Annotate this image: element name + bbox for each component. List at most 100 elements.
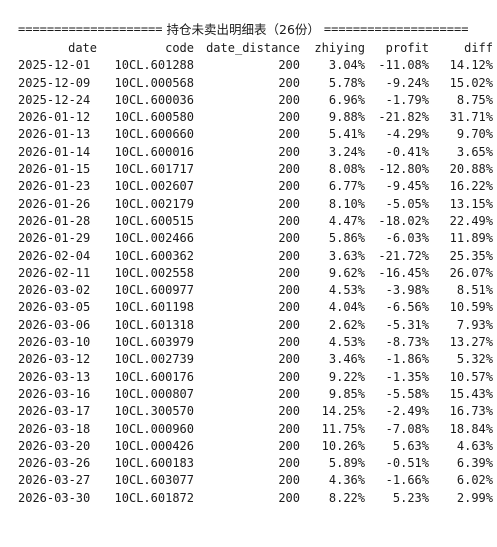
column-header-profit: profit <box>385 41 429 55</box>
cell-date: 2026-03-13 <box>18 369 91 384</box>
cell-diff: 6.02% <box>456 473 493 488</box>
cell-date-distance: 200 <box>278 196 300 211</box>
table-row: 2026-03-02 10CL.600977 200 4.53% -3.98% 8.51% <box>18 282 493 299</box>
cell-diff: 15.02% <box>449 75 493 90</box>
cell-profit: -9.45% <box>385 179 429 194</box>
table-row: 2026-01-12 10CL.600580 200 9.88% -21.82% 31.7… <box>18 109 493 126</box>
column-header-zhiying: zhiying <box>314 41 365 55</box>
cell-diff: 9.70% <box>456 127 493 142</box>
title-right-rule: ==================== <box>323 21 469 36</box>
cell-zhiying: 4.36% <box>328 473 365 488</box>
table-row: 2025-12-09 10CL.000568 200 5.78% -9.24% 15.02… <box>18 75 493 92</box>
cell-code: 10CL.601872 <box>114 490 194 505</box>
cell-date-distance: 200 <box>278 92 300 107</box>
table-row: 2026-02-11 10CL.002558 200 9.62% -16.45% 26.0… <box>18 265 493 282</box>
cell-diff: 5.32% <box>456 352 493 367</box>
cell-profit: -16.45% <box>378 265 429 280</box>
cell-zhiying: 8.22% <box>328 490 365 505</box>
cell-code: 10CL.000426 <box>114 438 194 453</box>
cell-zhiying: 4.53% <box>328 335 365 350</box>
cell-date: 2026-01-15 <box>18 162 91 177</box>
cell-profit: -3.98% <box>385 283 429 298</box>
cell-profit: -21.72% <box>378 248 429 263</box>
cell-diff: 10.59% <box>449 300 493 315</box>
cell-date-distance: 200 <box>278 352 300 367</box>
cell-diff: 16.73% <box>449 404 493 419</box>
cell-zhiying: 9.62% <box>328 265 365 280</box>
cell-diff: 8.51% <box>456 283 493 298</box>
cell-diff: 8.75% <box>456 92 493 107</box>
cell-profit: -12.80% <box>378 162 429 177</box>
cell-diff: 2.99% <box>456 490 493 505</box>
cell-code: 10CL.000568 <box>114 75 194 90</box>
cell-zhiying: 3.46% <box>328 352 365 367</box>
cell-date: 2026-01-14 <box>18 144 91 159</box>
cell-code: 10CL.600660 <box>114 127 194 142</box>
cell-profit: 5.63% <box>392 438 429 453</box>
table-title-bar: ==================== 持仓未卖出明细表（26份） =====… <box>18 20 493 38</box>
cell-code: 10CL.600016 <box>114 144 194 159</box>
cell-date-distance: 200 <box>278 456 300 471</box>
cell-diff: 26.07% <box>449 265 493 280</box>
cell-diff: 13.15% <box>449 196 493 211</box>
cell-profit: -5.05% <box>385 196 429 211</box>
cell-code: 10CL.601318 <box>114 317 194 332</box>
cell-profit: -8.73% <box>385 335 429 350</box>
table-row: 2026-03-16 10CL.000807 200 9.85% -5.58% 15.43… <box>18 386 493 403</box>
cell-date: 2025-12-24 <box>18 92 91 107</box>
cell-zhiying: 4.53% <box>328 283 365 298</box>
cell-profit: -1.86% <box>385 352 429 367</box>
cell-code: 10CL.300570 <box>114 404 194 419</box>
cell-date: 2025-12-09 <box>18 75 91 90</box>
table-row: 2026-03-17 10CL.300570 200 14.25% -2.49% 16.7… <box>18 403 493 420</box>
cell-code: 10CL.600036 <box>114 92 194 107</box>
cell-diff: 18.84% <box>449 421 493 436</box>
cell-date-distance: 200 <box>278 162 300 177</box>
cell-profit: -7.08% <box>385 421 429 436</box>
cell-date: 2026-01-29 <box>18 231 91 246</box>
cell-date: 2026-03-17 <box>18 404 91 419</box>
cell-date-distance: 200 <box>278 317 300 332</box>
cell-date-distance: 200 <box>278 127 300 142</box>
table-row: 2026-03-12 10CL.002739 200 3.46% -1.86% 5.32% <box>18 351 493 368</box>
cell-code: 10CL.601717 <box>114 162 194 177</box>
cell-diff: 15.43% <box>449 386 493 401</box>
cell-code: 10CL.002466 <box>114 231 194 246</box>
cell-zhiying: 9.85% <box>328 386 365 401</box>
cell-code: 10CL.601198 <box>114 300 194 315</box>
table-body: 2025-12-01 10CL.601288 200 3.04% -11.08% 14.1… <box>18 57 493 507</box>
cell-date-distance: 200 <box>278 404 300 419</box>
cell-profit: -2.49% <box>385 404 429 419</box>
cell-date-distance: 200 <box>278 110 300 125</box>
cell-date-distance: 200 <box>278 75 300 90</box>
cell-code: 10CL.600580 <box>114 110 194 125</box>
cell-date-distance: 200 <box>278 179 300 194</box>
cell-profit: -5.31% <box>385 317 429 332</box>
cell-zhiying: 5.89% <box>328 456 365 471</box>
cell-date: 2026-01-28 <box>18 213 91 228</box>
cell-date: 2026-03-26 <box>18 456 91 471</box>
cell-diff: 25.35% <box>449 248 493 263</box>
cell-code: 10CL.600362 <box>114 248 194 263</box>
cell-zhiying: 3.24% <box>328 144 365 159</box>
cell-zhiying: 4.04% <box>328 300 365 315</box>
cell-diff: 14.12% <box>449 58 493 73</box>
title-left-rule: ==================== <box>18 21 163 36</box>
cell-date-distance: 200 <box>278 213 300 228</box>
cell-code: 10CL.002607 <box>114 179 194 194</box>
cell-zhiying: 2.62% <box>328 317 365 332</box>
cell-profit: -11.08% <box>378 58 429 73</box>
cell-code: 10CL.000960 <box>114 421 194 436</box>
cell-diff: 7.93% <box>456 317 493 332</box>
cell-date: 2026-03-16 <box>18 386 91 401</box>
cell-zhiying: 10.26% <box>321 438 365 453</box>
table-row: 2026-01-23 10CL.002607 200 6.77% -9.45% 16.22… <box>18 178 493 195</box>
table-row: 2026-01-29 10CL.002466 200 5.86% -6.03% 11.89… <box>18 230 493 247</box>
cell-zhiying: 8.10% <box>328 196 365 211</box>
cell-code: 10CL.601288 <box>114 58 194 73</box>
cell-zhiying: 11.75% <box>321 421 365 436</box>
cell-date: 2026-03-12 <box>18 352 91 367</box>
cell-zhiying: 5.78% <box>328 75 365 90</box>
cell-diff: 20.88% <box>449 162 493 177</box>
table-row: 2026-02-04 10CL.600362 200 3.63% -21.72% 25.3… <box>18 248 493 265</box>
